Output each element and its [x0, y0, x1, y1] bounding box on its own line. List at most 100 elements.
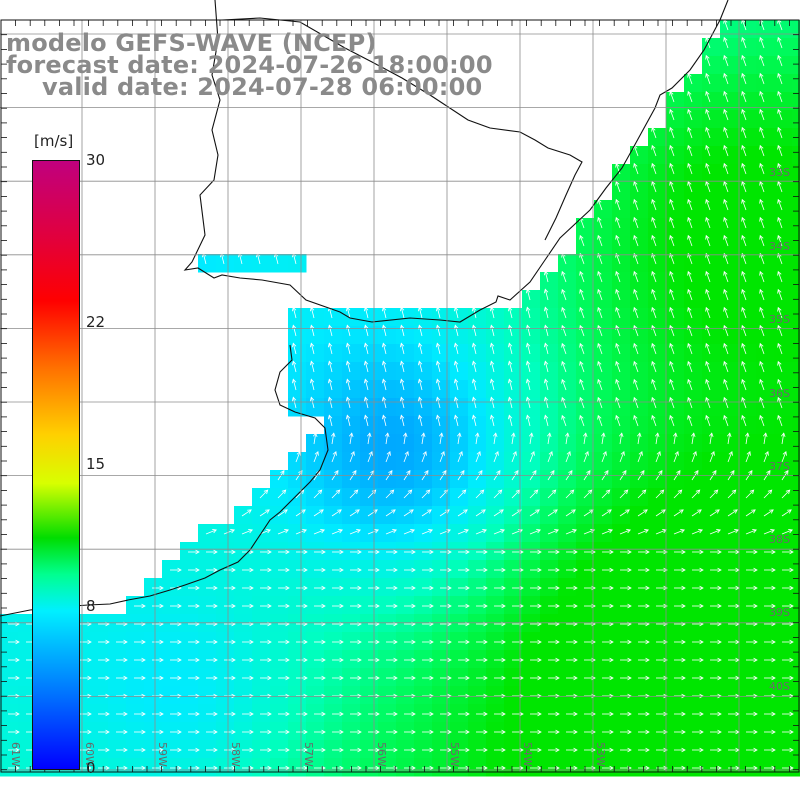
wind-arrow	[687, 343, 693, 355]
wind-arrow-head	[705, 414, 710, 420]
wind-arrow-head	[663, 729, 668, 735]
field-cell	[360, 542, 379, 561]
field-cell	[540, 416, 559, 435]
field-cell	[774, 704, 793, 723]
field-cell	[684, 182, 703, 201]
field-cell	[522, 344, 541, 363]
wind-arrow-head	[381, 414, 387, 420]
wind-arrow	[777, 343, 783, 355]
field-cell	[288, 308, 307, 327]
wind-arrow-head	[321, 729, 326, 735]
wind-arrow-head	[579, 270, 584, 276]
field-cell	[540, 452, 559, 471]
field-cell	[792, 92, 800, 111]
field-cell	[234, 596, 253, 615]
latitude-label: 35S	[769, 313, 790, 326]
wind-arrow-head	[780, 432, 786, 438]
wind-arrow	[457, 451, 463, 463]
wind-arrow-head	[687, 108, 692, 114]
wind-arrow-head	[681, 603, 686, 609]
field-cell	[630, 452, 649, 471]
field-cell	[234, 632, 253, 651]
wind-arrow-head	[546, 432, 552, 438]
field-cell	[594, 218, 613, 237]
field-cell	[792, 758, 800, 777]
wind-arrow-head	[303, 567, 308, 573]
field-cell	[288, 344, 307, 363]
field-cell	[378, 362, 397, 381]
wind-arrow-head	[265, 509, 270, 514]
field-cell	[558, 560, 577, 579]
field-cell	[396, 344, 415, 363]
field-cell	[558, 614, 577, 633]
field-cell	[0, 704, 19, 723]
wind-arrow-head	[777, 162, 782, 168]
wind-arrow-head	[411, 657, 416, 663]
wind-arrow	[472, 415, 477, 427]
wind-arrow	[709, 489, 718, 499]
field-cell	[126, 614, 145, 633]
field-cell	[666, 578, 685, 597]
wind-arrow-head	[705, 306, 710, 312]
field-cell	[504, 434, 523, 453]
wind-arrow-head	[605, 489, 611, 495]
field-cell	[234, 740, 253, 759]
field-cell	[126, 668, 145, 687]
field-cell	[594, 722, 613, 741]
field-cell	[414, 650, 433, 669]
wind-arrow-head	[429, 729, 434, 735]
wind-arrow-head	[496, 470, 501, 475]
wind-arrow-head	[123, 747, 128, 753]
wind-arrow	[741, 307, 747, 319]
field-cell	[756, 128, 775, 147]
wind-arrow-head	[447, 747, 452, 753]
wind-arrow	[691, 509, 702, 517]
field-cell	[684, 236, 703, 255]
field-cell	[306, 434, 325, 453]
field-cell	[702, 362, 721, 381]
field-cell	[702, 200, 721, 219]
wind-arrow	[400, 325, 405, 337]
wind-arrow-head	[777, 396, 782, 402]
wind-arrow	[511, 451, 517, 463]
wind-arrow	[669, 379, 675, 391]
wind-arrow-head	[759, 288, 764, 294]
field-cell	[666, 200, 685, 219]
wind-arrow	[633, 307, 639, 319]
wind-arrow-head	[417, 342, 423, 348]
field-cell	[504, 542, 523, 561]
wind-arrow	[723, 199, 729, 211]
wind-arrow	[651, 343, 657, 355]
field-cell	[738, 740, 757, 759]
wind-arrow-head	[435, 306, 441, 312]
field-cell	[702, 164, 721, 183]
wind-arrow	[346, 379, 351, 391]
field-cell	[468, 668, 487, 687]
wind-arrow-head	[717, 639, 722, 645]
field-cell	[396, 542, 415, 561]
wind-arrow-head	[483, 711, 488, 717]
wind-arrow-head	[494, 450, 499, 456]
wind-arrow-head	[141, 747, 146, 753]
wind-arrow-head	[123, 729, 128, 735]
wind-arrow-head	[345, 306, 351, 312]
field-cell	[774, 632, 793, 651]
field-cell	[792, 398, 800, 417]
wind-arrow-head	[537, 729, 542, 735]
wind-arrow	[727, 489, 736, 499]
wind-arrow-head	[177, 639, 182, 645]
field-cell	[612, 218, 631, 237]
wind-arrow	[475, 451, 481, 463]
field-cell	[522, 578, 541, 597]
field-cell	[576, 632, 595, 651]
field-cell	[666, 146, 685, 165]
wind-arrow-head	[312, 432, 318, 438]
wind-arrow	[349, 489, 358, 499]
wind-arrow-head	[291, 360, 297, 366]
field-cell	[666, 326, 685, 345]
wind-arrow-head	[759, 90, 764, 96]
field-cell	[126, 704, 145, 723]
field-cell	[342, 380, 361, 399]
wind-arrow	[619, 489, 628, 499]
wind-arrow	[579, 415, 585, 427]
